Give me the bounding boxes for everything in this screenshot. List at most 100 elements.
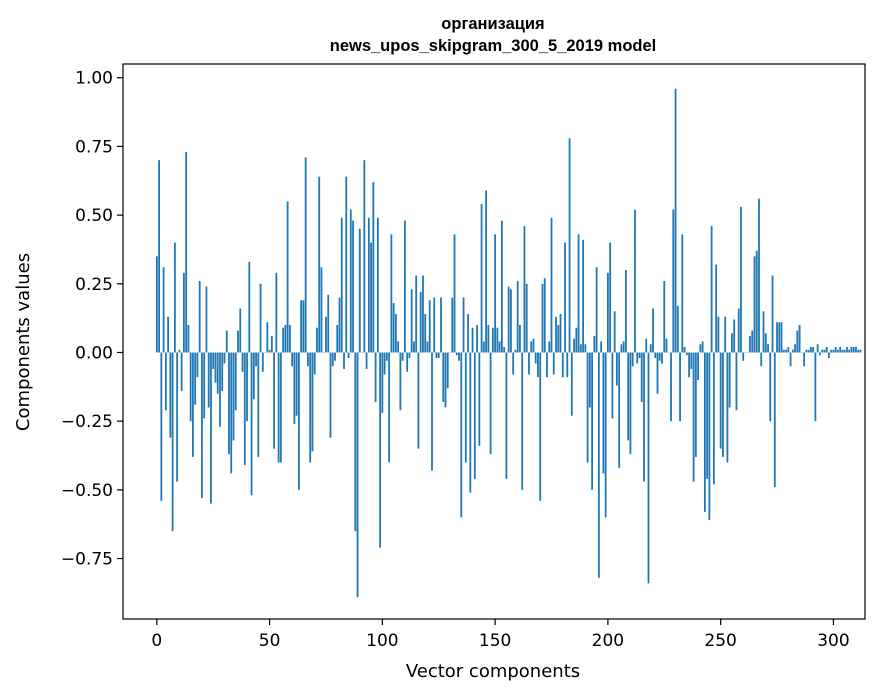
bar-287 (803, 352, 805, 367)
bar-137 (464, 352, 467, 463)
bar-212 (634, 209, 636, 353)
bar-272 (769, 352, 772, 422)
bar-223 (658, 352, 661, 361)
bar-193 (591, 352, 593, 490)
bar-129 (446, 352, 449, 389)
bar-154 (503, 347, 506, 353)
bar-199 (604, 352, 607, 518)
bar-240 (697, 352, 699, 380)
bar-147 (487, 325, 490, 353)
bar-301 (834, 347, 837, 353)
bar-34 (232, 352, 235, 441)
bar-260 (742, 352, 745, 361)
x-axis-ticks: 0 50 100 150 200 250 300 (151, 619, 850, 651)
bar-275 (776, 322, 778, 353)
bar-7 (171, 352, 174, 532)
bar-45 (257, 352, 260, 457)
bar-62 (295, 352, 298, 416)
bar-185 (573, 338, 575, 353)
bar-309 (852, 347, 855, 353)
bar-273 (771, 275, 774, 353)
bar-296 (823, 349, 826, 353)
bar-281 (789, 352, 792, 367)
bar-40 (246, 352, 248, 422)
bar-80 (336, 325, 339, 353)
bar-304 (841, 349, 844, 353)
bar-233 (681, 234, 684, 353)
bar-289 (807, 349, 810, 353)
bar-39 (243, 352, 246, 466)
bar-63 (298, 352, 300, 490)
bar-141 (473, 352, 476, 479)
bar-265 (753, 256, 756, 353)
bar-93 (365, 352, 368, 369)
bar-208 (625, 270, 627, 353)
bar-121 (428, 300, 431, 353)
bar-4 (164, 352, 167, 411)
bar-290 (809, 347, 812, 353)
bar-123 (433, 297, 436, 353)
bar-2 (160, 352, 163, 501)
bar-58 (286, 201, 289, 353)
bar-42 (250, 352, 253, 496)
bar-54 (277, 352, 280, 463)
bar-181 (564, 242, 566, 353)
bar-72 (318, 176, 321, 353)
bar-18 (196, 352, 199, 378)
bar-12 (182, 272, 185, 353)
bar-220 (652, 308, 654, 353)
bar-282 (791, 349, 794, 353)
bar-11 (180, 352, 183, 391)
bar-184 (570, 352, 573, 416)
bar-267 (758, 198, 760, 353)
bar-166 (530, 341, 533, 353)
x-tick-label: 300 (817, 631, 849, 651)
bar-153 (500, 220, 503, 353)
y-tick-label: 1.00 (75, 69, 113, 89)
bar-70 (313, 352, 316, 375)
bar-126 (440, 297, 442, 353)
bar-108 (399, 352, 402, 411)
bar-189 (582, 239, 584, 353)
bar-264 (751, 330, 754, 353)
bar-269 (762, 311, 765, 353)
bar-46 (259, 283, 262, 353)
bar-238 (692, 352, 695, 482)
bar-157 (510, 289, 512, 353)
bar-176 (552, 352, 555, 375)
bar-61 (293, 352, 296, 424)
bar-56 (282, 327, 285, 353)
bar-297 (825, 347, 828, 353)
bar-136 (462, 297, 465, 353)
bar-239 (694, 352, 697, 457)
bar-165 (528, 352, 530, 375)
bar-118 (422, 275, 424, 353)
bar-124 (435, 352, 438, 358)
bar-27 (216, 352, 219, 394)
bar-292 (814, 352, 817, 422)
bar-283 (794, 344, 796, 353)
bar-50 (268, 349, 271, 353)
bar-215 (640, 352, 643, 402)
bar-115 (415, 275, 418, 353)
bar-164 (525, 283, 528, 353)
bar-257 (735, 352, 738, 411)
bar-237 (690, 352, 693, 369)
bar-242 (701, 341, 704, 353)
bar-145 (482, 341, 485, 353)
plot-frame (122, 63, 866, 620)
bar-8 (173, 242, 176, 353)
bar-198 (602, 352, 605, 474)
bar-167 (532, 338, 535, 353)
x-tick-label: 150 (479, 631, 511, 651)
bar-232 (679, 352, 681, 422)
bar-9 (176, 352, 179, 482)
x-tick-label: 0 (151, 631, 162, 651)
bar-105 (392, 303, 395, 353)
bar-298 (828, 352, 830, 358)
bar-213 (636, 352, 639, 364)
bar-119 (424, 314, 427, 353)
bar-255 (731, 333, 733, 353)
bar-303 (839, 347, 842, 353)
